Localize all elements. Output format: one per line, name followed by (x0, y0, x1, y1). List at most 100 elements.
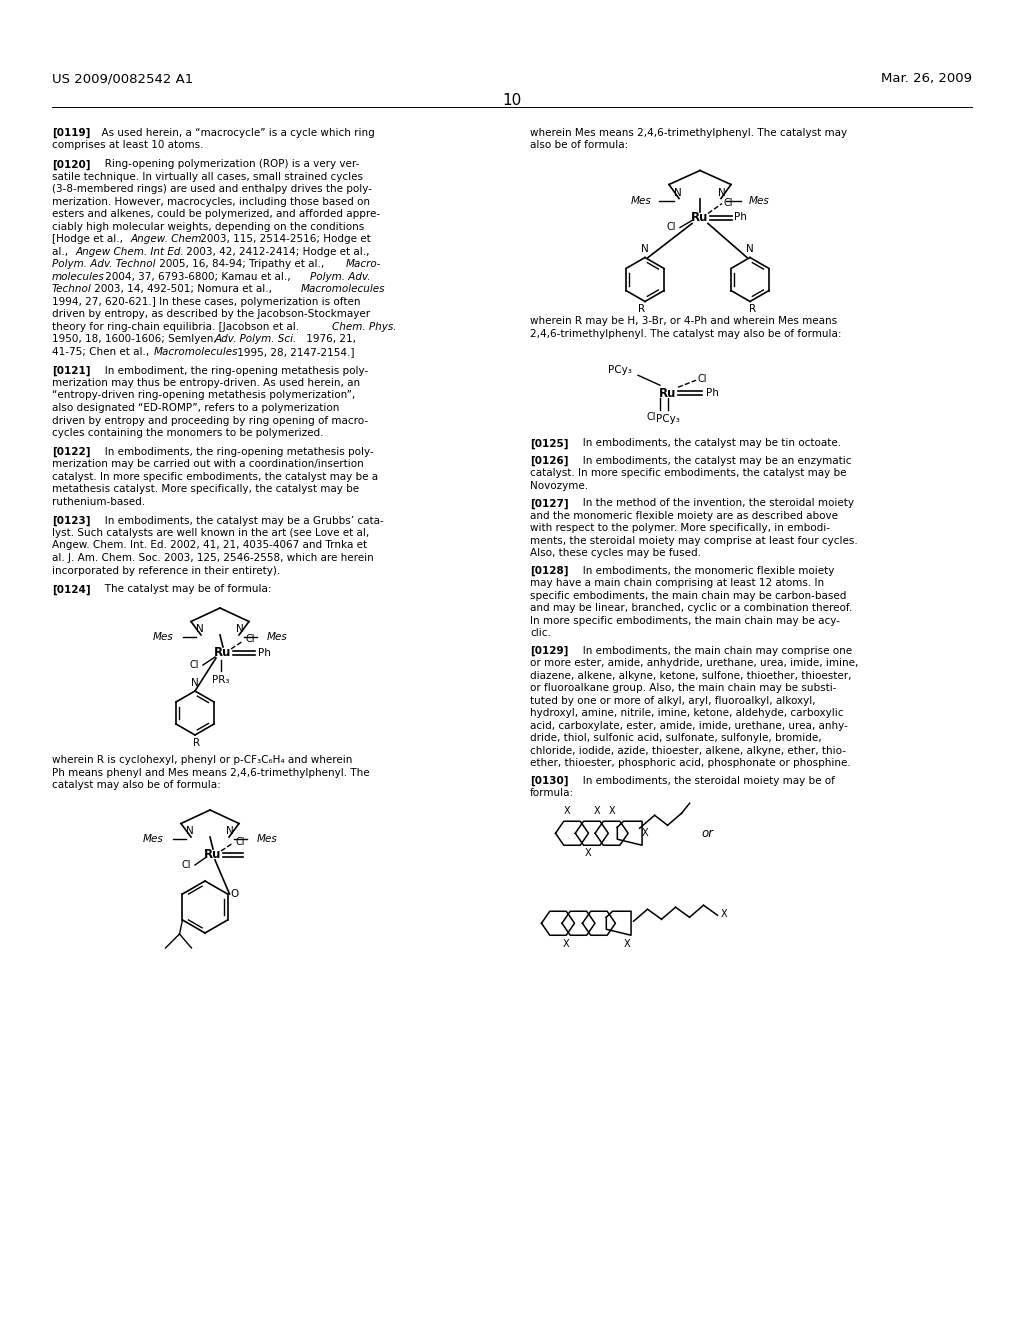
Text: Ph: Ph (734, 213, 746, 223)
Text: also be of formula:: also be of formula: (530, 140, 629, 150)
Text: Cl: Cl (667, 223, 676, 232)
Text: In embodiments, the monomeric flexible moiety: In embodiments, the monomeric flexible m… (573, 566, 835, 576)
Text: driven by entropy and proceeding by ring opening of macro-: driven by entropy and proceeding by ring… (52, 416, 368, 425)
Text: specific embodiments, the main chain may be carbon-based: specific embodiments, the main chain may… (530, 591, 847, 601)
Text: catalyst may also be of formula:: catalyst may also be of formula: (52, 780, 221, 789)
Text: N: N (641, 244, 649, 255)
Text: [0119]: [0119] (52, 128, 90, 139)
Text: Ru: Ru (205, 849, 221, 862)
Text: driven by entropy, as described by the Jacobson-Stockmayer: driven by entropy, as described by the J… (52, 309, 370, 319)
Text: 1976, 21,: 1976, 21, (303, 334, 356, 345)
Text: N: N (237, 624, 244, 634)
Text: 10: 10 (503, 92, 521, 108)
Text: catalyst. In more specific embodiments, the catalyst may be: catalyst. In more specific embodiments, … (530, 469, 847, 478)
Text: Mes: Mes (630, 195, 651, 206)
Text: ments, the steroidal moiety may comprise at least four cycles.: ments, the steroidal moiety may comprise… (530, 536, 858, 545)
Text: In embodiments, the catalyst may be a Grubbs’ cata-: In embodiments, the catalyst may be a Gr… (95, 516, 384, 525)
Text: wherein R is cyclohexyl, phenyl or p-CF₃C₆H₄ and wherein: wherein R is cyclohexyl, phenyl or p-CF₃… (52, 755, 352, 766)
Text: Angew. Chem.: Angew. Chem. (131, 234, 206, 244)
Text: al.,: al., (52, 247, 72, 257)
Text: R: R (750, 305, 757, 314)
Text: Cl: Cl (189, 660, 199, 671)
Text: Mes: Mes (153, 632, 173, 642)
Text: cycles containing the monomers to be polymerized.: cycles containing the monomers to be pol… (52, 428, 324, 438)
Text: ruthenium-based.: ruthenium-based. (52, 496, 145, 507)
Text: X: X (585, 849, 592, 858)
Text: In embodiments, the main chain may comprise one: In embodiments, the main chain may compr… (573, 645, 852, 656)
Text: R: R (638, 305, 645, 314)
Text: X: X (624, 940, 630, 949)
Text: In the method of the invention, the steroidal moiety: In the method of the invention, the ster… (573, 498, 854, 508)
Text: Cl: Cl (646, 412, 656, 422)
Text: [0124]: [0124] (52, 585, 91, 594)
Text: or: or (701, 826, 714, 840)
Text: al. J. Am. Chem. Soc. 2003, 125, 2546-2558, which are herein: al. J. Am. Chem. Soc. 2003, 125, 2546-25… (52, 553, 374, 564)
Text: Polym. Adv.: Polym. Adv. (310, 272, 371, 281)
Text: N: N (226, 826, 233, 836)
Text: In more specific embodiments, the main chain may be acy-: In more specific embodiments, the main c… (530, 615, 840, 626)
Text: diazene, alkene, alkyne, ketone, sulfone, thioether, thioester,: diazene, alkene, alkyne, ketone, sulfone… (530, 671, 852, 681)
Text: Novozyme.: Novozyme. (530, 480, 588, 491)
Text: N: N (718, 187, 726, 198)
Text: may have a main chain comprising at least 12 atoms. In: may have a main chain comprising at leas… (530, 578, 824, 589)
Text: Ring-opening polymerization (ROP) is a very ver-: Ring-opening polymerization (ROP) is a v… (95, 160, 359, 169)
Text: acid, carboxylate, ester, amide, imide, urethane, urea, anhy-: acid, carboxylate, ester, amide, imide, … (530, 721, 848, 731)
Text: PCy₃: PCy₃ (608, 366, 632, 375)
Text: and the monomeric flexible moiety are as described above: and the monomeric flexible moiety are as… (530, 511, 838, 521)
Text: 2003, 115, 2514-2516; Hodge et: 2003, 115, 2514-2516; Hodge et (197, 234, 371, 244)
Text: 2004, 37, 6793-6800; Kamau et al.,: 2004, 37, 6793-6800; Kamau et al., (102, 272, 294, 281)
Text: molecules: molecules (52, 272, 104, 281)
Text: satile technique. In virtually all cases, small strained cycles: satile technique. In virtually all cases… (52, 172, 362, 182)
Text: PCy₃: PCy₃ (656, 414, 680, 424)
Text: clic.: clic. (530, 628, 551, 639)
Text: R: R (194, 738, 201, 748)
Text: Macromolecules: Macromolecules (154, 347, 239, 356)
Text: or more ester, amide, anhydride, urethane, urea, imide, imine,: or more ester, amide, anhydride, urethan… (530, 659, 858, 668)
Text: 2003, 14, 492-501; Nomura et al.,: 2003, 14, 492-501; Nomura et al., (91, 284, 275, 294)
Text: ciably high molecular weights, depending on the conditions: ciably high molecular weights, depending… (52, 222, 365, 232)
Text: [Hodge et al.,: [Hodge et al., (52, 234, 126, 244)
Text: Cl: Cl (724, 198, 733, 207)
Text: In embodiment, the ring-opening metathesis poly-: In embodiment, the ring-opening metathes… (95, 366, 369, 375)
Text: As used herein, a “macrocycle” is a cycle which ring: As used herein, a “macrocycle” is a cycl… (95, 128, 375, 139)
Text: ether, thioester, phosphoric acid, phosphonate or phosphine.: ether, thioester, phosphoric acid, phosp… (530, 758, 851, 768)
Text: [0127]: [0127] (530, 498, 568, 508)
Text: Cl: Cl (246, 634, 256, 644)
Text: 2003, 42, 2412-2414; Hodge et al.,: 2003, 42, 2412-2414; Hodge et al., (183, 247, 370, 257)
Text: The catalyst may be of formula:: The catalyst may be of formula: (95, 585, 271, 594)
Text: In embodiments, the catalyst may be an enzymatic: In embodiments, the catalyst may be an e… (573, 455, 852, 466)
Text: Ph: Ph (258, 648, 271, 657)
Text: theory for ring-chain equilibria. [Jacobson et al.: theory for ring-chain equilibria. [Jacob… (52, 322, 302, 331)
Text: tuted by one or more of alkyl, aryl, fluoroalkyl, alkoxyl,: tuted by one or more of alkyl, aryl, flu… (530, 696, 816, 706)
Text: metathesis catalyst. More specifically, the catalyst may be: metathesis catalyst. More specifically, … (52, 484, 359, 494)
Text: In embodiments, the catalyst may be tin octoate.: In embodiments, the catalyst may be tin … (573, 438, 841, 449)
Text: [0125]: [0125] (530, 438, 568, 449)
Text: [0121]: [0121] (52, 366, 90, 376)
Text: Also, these cycles may be fused.: Also, these cycles may be fused. (530, 548, 701, 558)
Text: Ph means phenyl and Mes means 2,4,6-trimethylphenyl. The: Ph means phenyl and Mes means 2,4,6-trim… (52, 767, 370, 777)
Text: (3-8-membered rings) are used and enthalpy drives the poly-: (3-8-membered rings) are used and enthal… (52, 185, 372, 194)
Text: [0129]: [0129] (530, 645, 568, 656)
Text: lyst. Such catalysts are well known in the art (see Love et al,: lyst. Such catalysts are well known in t… (52, 528, 370, 539)
Text: 2005, 16, 84-94; Tripathy et al.,: 2005, 16, 84-94; Tripathy et al., (156, 259, 328, 269)
Text: comprises at least 10 atoms.: comprises at least 10 atoms. (52, 140, 204, 150)
Text: also designated “ED-ROMP”, refers to a polymerization: also designated “ED-ROMP”, refers to a p… (52, 403, 339, 413)
Text: X: X (594, 807, 600, 816)
Text: Ph: Ph (706, 388, 719, 399)
Text: O: O (230, 888, 239, 899)
Text: 41-75; Chen et al.,: 41-75; Chen et al., (52, 347, 153, 356)
Text: merization may thus be entropy-driven. As used herein, an: merization may thus be entropy-driven. A… (52, 378, 360, 388)
Text: Adv. Polym. Sci.: Adv. Polym. Sci. (215, 334, 297, 345)
Text: Ru: Ru (691, 211, 709, 224)
Text: wherein Mes means 2,4,6-trimethylphenyl. The catalyst may: wherein Mes means 2,4,6-trimethylphenyl.… (530, 128, 847, 139)
Text: Ru: Ru (214, 647, 231, 660)
Text: N: N (746, 244, 754, 255)
Text: Angew Chem. Int Ed.: Angew Chem. Int Ed. (76, 247, 184, 257)
Text: N: N (186, 826, 194, 836)
Text: N: N (197, 624, 204, 634)
Text: [0123]: [0123] (52, 516, 90, 525)
Text: X: X (563, 940, 569, 949)
Text: Macro-: Macro- (346, 259, 382, 269)
Text: “entropy-driven ring-opening metathesis polymerization”,: “entropy-driven ring-opening metathesis … (52, 391, 355, 400)
Text: X: X (564, 807, 570, 816)
